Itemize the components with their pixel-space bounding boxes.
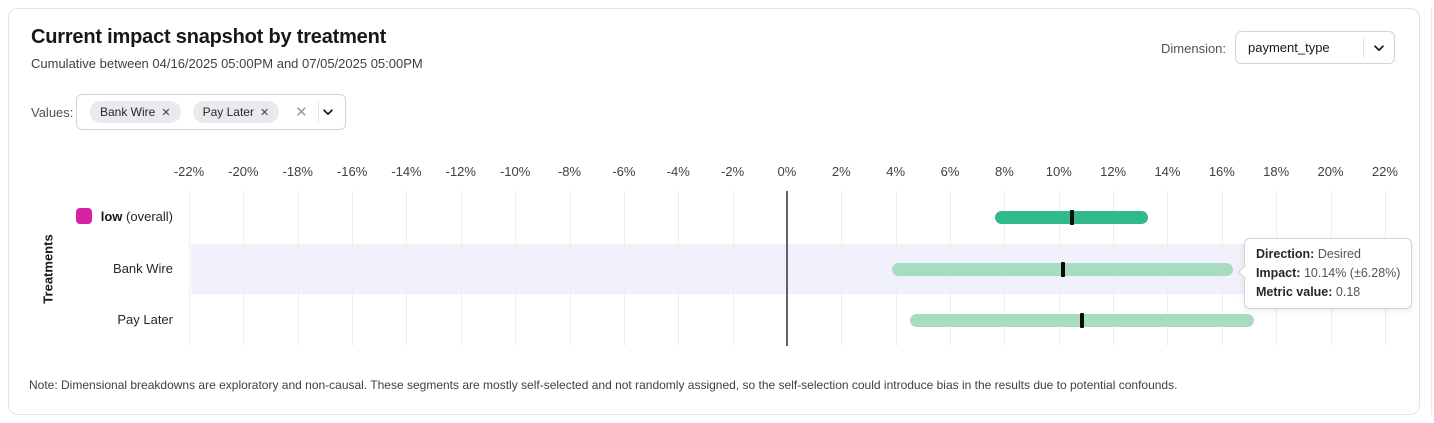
tooltip-direction-line: Direction: Desired [1256, 247, 1361, 261]
x-axis-tick-label: -18% [282, 164, 313, 179]
gridline [297, 191, 299, 346]
chip-remove-icon[interactable]: ✕ [259, 106, 270, 119]
page-title: Current impact snapshot by treatment [31, 26, 387, 48]
gridline [515, 191, 517, 346]
treatment-row-label: low (overall) [9, 208, 173, 226]
impact-point-marker [1060, 261, 1065, 277]
dimension-label: Dimension: [1161, 41, 1227, 56]
x-axis-tick-label: 0% [777, 164, 797, 179]
dropdown-divider [317, 102, 319, 122]
x-axis-tick-label: 4% [886, 164, 906, 179]
chevron-down-icon [1364, 41, 1394, 55]
chip-label: Pay Later [202, 105, 254, 119]
x-axis-tick-label: 8% [994, 164, 1014, 179]
x-axis-tick-label: 14% [1154, 164, 1181, 179]
x-axis-tick-label: 18% [1263, 164, 1290, 179]
x-axis-tick-label: 6% [940, 164, 960, 179]
treatment-name: Pay Later [117, 312, 173, 327]
date-range-subtitle: Cumulative between 04/16/2025 05:00PM an… [31, 56, 423, 71]
gridline [189, 191, 190, 346]
dimension-dropdown[interactable]: payment_type [1235, 31, 1395, 64]
x-axis-tick-label: 10% [1045, 164, 1072, 179]
clear-all-icon[interactable]: ✕ [295, 104, 308, 121]
x-axis-tick-label: -22% [173, 164, 205, 179]
treatment-name-suffix: (overall) [122, 209, 173, 224]
x-axis-tick-label: 22% [1371, 164, 1398, 179]
chip-label: Bank Wire [100, 105, 156, 119]
gridline [678, 191, 680, 346]
gridline [623, 191, 625, 346]
treatment-row-label: Bank Wire [9, 260, 173, 278]
treatment-name: Bank Wire [113, 261, 173, 276]
x-axis-tick-label: -14% [391, 164, 422, 179]
x-axis-tick-label: 2% [831, 164, 851, 179]
impact-point-marker [1079, 312, 1084, 328]
impact-point-marker [1069, 209, 1074, 225]
x-axis-tick-label: -6% [612, 164, 636, 179]
gridline [732, 191, 734, 346]
adjacent-card-edge [1431, 8, 1432, 415]
chevron-down-icon[interactable] [318, 105, 337, 119]
impact-snapshot-card: Current impact snapshot by treatment Cum… [8, 8, 1420, 415]
values-filter-box[interactable]: Bank Wire ✕ Pay Later ✕ ✕ [76, 94, 346, 130]
value-chip-pay-later[interactable]: Pay Later ✕ [192, 101, 280, 123]
dropdown-divider [1363, 37, 1364, 58]
x-axis-tick-label: -12% [445, 164, 476, 179]
x-axis-tick-label: -4% [666, 164, 690, 179]
x-axis-tick-label: -16% [336, 164, 368, 179]
disclaimer-note: Note: Dimensional breakdowns are explora… [29, 378, 1178, 392]
x-axis-tick-label: 20% [1317, 164, 1344, 179]
x-axis-tick-label: -8% [557, 164, 582, 179]
impact-tooltip: Direction: Desired Impact: 10.14% (±6.28… [1244, 238, 1413, 309]
treatment-row-label: Pay Later [9, 311, 173, 329]
gridline [243, 191, 245, 346]
x-axis-tick-label: -20% [228, 164, 259, 179]
x-axis-tick-label: -2% [721, 164, 745, 179]
gridline [406, 191, 408, 346]
dimension-selected-value: payment_type [1248, 40, 1330, 55]
impact-chart: -22% -20% -18% -16% -14% -12% -10% -8% -6% -4% -2%… [9, 9, 1419, 414]
gridline [352, 191, 354, 346]
values-filter-label: Values: [31, 105, 74, 120]
zero-axis-line [785, 191, 788, 346]
x-axis-tick-label: -10% [499, 164, 531, 179]
legend-swatch [75, 208, 92, 224]
gridline [569, 191, 571, 346]
gridline [460, 191, 462, 346]
x-axis-tick-label: 16% [1208, 164, 1235, 179]
value-chip-bank-wire[interactable]: Bank Wire ✕ [90, 101, 181, 123]
tooltip-metric-line: Metric value: 0.18 [1256, 285, 1361, 299]
tooltip-impact-line: Impact: 10.14% (±6.28%) [1256, 266, 1401, 280]
gridline [841, 191, 843, 346]
treatment-name: low [100, 209, 123, 224]
chip-remove-icon[interactable]: ✕ [161, 106, 171, 119]
x-axis-tick-label: 12% [1100, 164, 1127, 179]
